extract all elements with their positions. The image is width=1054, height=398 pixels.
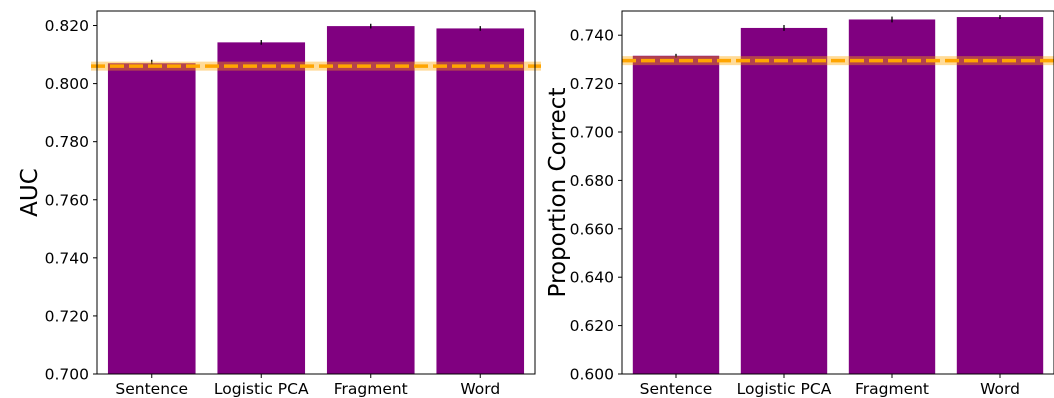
- right-y-tick-label: 0.620: [570, 317, 614, 335]
- left-chart: Sentence Logistic PCA Fragment Word 0.700 0.7…: [17, 10, 541, 398]
- right-y-tick-label: 0.720: [570, 75, 614, 93]
- left-x-tick-label: Fragment: [334, 380, 408, 398]
- left-bar: [326, 26, 415, 374]
- left-x-tick-label: Sentence: [115, 380, 188, 398]
- right-y-axis-title: Proportion Correct: [545, 88, 571, 298]
- left-bar: [436, 28, 525, 374]
- right-y-tick-label: 0.740: [570, 27, 614, 45]
- right-y-tick-label: 0.640: [570, 269, 614, 287]
- right-y-tick-label: 0.700: [570, 124, 614, 142]
- left-y-tick-label: 0.820: [45, 17, 89, 35]
- right-bar: [956, 17, 1044, 375]
- right-x-tick-label: Sentence: [640, 380, 713, 398]
- right-y-tick-label: 0.660: [570, 220, 614, 238]
- left-y-tick-label: 0.720: [45, 307, 89, 325]
- left-y-tick-label: 0.780: [45, 133, 89, 151]
- left-y-axis-title: AUC: [17, 168, 43, 217]
- right-y-tick-label: 0.680: [570, 172, 614, 190]
- right-axes-frame: [621, 10, 1054, 375]
- left-bar: [217, 42, 306, 375]
- left-x-tick-label: Logistic PCA: [214, 380, 309, 398]
- left-axes-frame: [96, 10, 536, 375]
- right-bar: [740, 27, 828, 374]
- left-y-tick-label: 0.760: [45, 191, 89, 209]
- right-x-tick-label: Logistic PCA: [737, 380, 832, 398]
- right-y-tick-label: 0.600: [570, 366, 614, 384]
- left-y-tick-label: 0.740: [45, 249, 89, 267]
- right-chart: Sentence Logistic PCA Fragment Word 0.600 0.6…: [545, 10, 1054, 398]
- right-x-tick-label: Word: [980, 380, 1020, 398]
- left-y-tick-label: 0.700: [45, 366, 89, 384]
- left-y-tick-label: 0.800: [45, 75, 89, 93]
- right-x-tick-label: Fragment: [855, 380, 929, 398]
- right-bar: [848, 19, 936, 374]
- right-bar: [632, 55, 720, 375]
- left-x-tick-label: Word: [460, 380, 500, 398]
- left-bar: [107, 63, 196, 374]
